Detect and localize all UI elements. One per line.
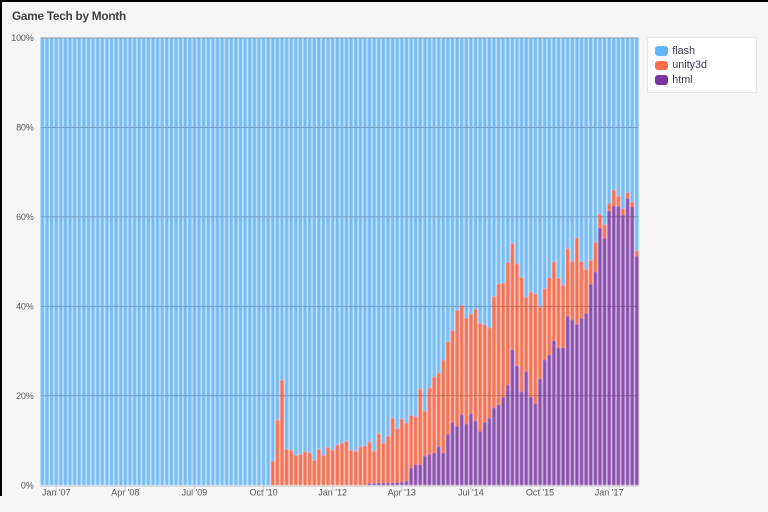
- svg-text:Oct '15: Oct '15: [526, 487, 554, 497]
- svg-text:Jul '14: Jul '14: [458, 487, 484, 497]
- svg-text:100%: 100%: [11, 33, 33, 43]
- svg-text:Jan '07: Jan '07: [42, 487, 71, 497]
- svg-text:Jul '09: Jul '09: [182, 487, 208, 497]
- svg-text:Jan '12: Jan '12: [318, 487, 347, 497]
- svg-text:40%: 40%: [16, 302, 34, 312]
- svg-text:20%: 20%: [16, 391, 34, 401]
- svg-text:Apr '13: Apr '13: [388, 487, 416, 497]
- svg-text:60%: 60%: [16, 212, 34, 222]
- svg-text:Jan '17: Jan '17: [595, 487, 624, 497]
- svg-text:Oct '10: Oct '10: [249, 487, 277, 497]
- svg-text:80%: 80%: [16, 123, 34, 133]
- svg-text:0%: 0%: [21, 480, 34, 490]
- svg-text:Apr '08: Apr '08: [111, 487, 139, 497]
